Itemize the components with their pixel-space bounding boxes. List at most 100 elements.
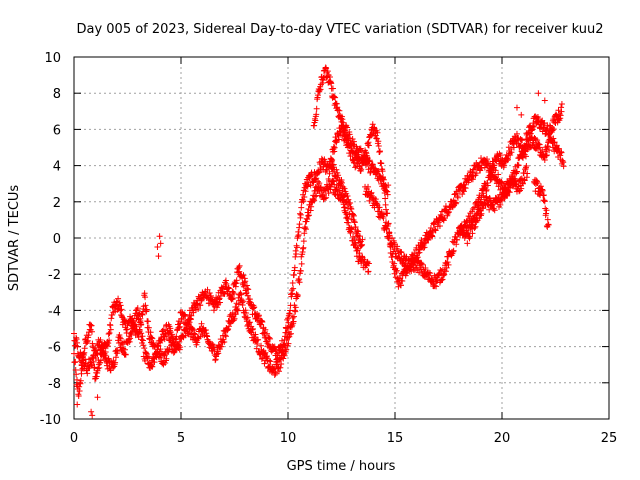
data-point-marker: [543, 207, 550, 214]
data-point-marker: [399, 277, 406, 284]
data-point-marker: [425, 269, 432, 276]
y-tick-label: -2: [48, 268, 61, 283]
data-point-marker: [298, 253, 305, 260]
data-point-marker: [301, 194, 308, 201]
data-point-marker: [77, 377, 84, 384]
data-point-marker: [513, 130, 520, 137]
data-point-marker: [553, 142, 560, 149]
data-point-marker: [94, 365, 101, 372]
data-point-marker: [558, 108, 565, 115]
data-point-marker: [484, 182, 491, 189]
data-point-marker: [143, 306, 150, 313]
data-point-marker: [560, 163, 567, 170]
data-point-marker: [501, 162, 508, 169]
data-point-marker: [244, 323, 251, 330]
data-point-marker: [442, 268, 449, 275]
data-point-marker: [178, 315, 185, 322]
data-point-marker: [491, 207, 498, 214]
data-point-marker: [427, 270, 434, 277]
data-point-marker: [264, 330, 271, 337]
data-point-marker: [246, 319, 253, 326]
data-point-marker: [313, 105, 320, 112]
data-point-marker: [261, 329, 268, 336]
data-point-marker: [349, 135, 356, 142]
data-point-marker: [245, 286, 252, 293]
data-point-marker: [93, 350, 100, 357]
data-point-marker: [145, 324, 152, 331]
data-point-marker: [473, 170, 480, 177]
data-point-marker: [266, 334, 273, 341]
data-point-marker: [521, 177, 528, 184]
data-point-marker: [305, 212, 312, 219]
data-point-marker: [298, 204, 305, 211]
data-point-marker: [398, 249, 405, 256]
data-point-marker: [185, 330, 192, 337]
data-point-marker: [510, 144, 517, 151]
x-axis-label: GPS time / hours: [287, 459, 396, 474]
data-point-marker: [122, 351, 129, 358]
data-point-marker: [285, 334, 291, 341]
data-point-marker: [344, 192, 351, 199]
data-point-marker: [383, 225, 390, 232]
data-point-marker: [300, 198, 307, 205]
data-point-marker: [287, 330, 294, 337]
data-point-marker: [84, 370, 91, 377]
data-point-marker: [191, 330, 198, 337]
data-point-marker: [329, 85, 336, 92]
data-point-marker: [195, 305, 202, 312]
data-point-marker: [225, 285, 232, 292]
data-point-marker: [462, 185, 469, 192]
data-point-marker: [504, 188, 511, 195]
data-point-marker: [161, 352, 168, 359]
data-point-marker: [528, 133, 535, 140]
y-tick-label: 2: [53, 196, 61, 211]
y-tick-label: 8: [53, 87, 61, 102]
data-point-marker: [492, 167, 499, 174]
data-point-marker: [117, 307, 124, 314]
data-point-marker: [515, 162, 522, 169]
data-point-marker: [140, 342, 147, 349]
data-point-marker: [186, 319, 193, 326]
data-point-marker: [297, 211, 304, 218]
data-point-marker: [272, 346, 279, 353]
data-point-marker: [421, 244, 428, 251]
data-point-marker: [558, 101, 565, 108]
data-point-marker: [292, 253, 299, 260]
data-point-marker: [297, 267, 304, 274]
data-point-marker: [89, 412, 96, 419]
data-point-marker: [439, 276, 446, 283]
data-point-marker: [311, 193, 318, 200]
data-point-marker: [77, 358, 84, 365]
data-point-marker: [316, 180, 323, 187]
data-point-marker: [177, 320, 184, 327]
data-point-marker: [543, 152, 550, 159]
data-point-marker: [210, 307, 217, 314]
data-point-marker: [243, 289, 250, 296]
data-point-marker: [358, 166, 365, 173]
data-point-marker: [497, 152, 504, 159]
data-point-marker: [501, 195, 508, 202]
data-point-marker: [469, 176, 476, 183]
data-point-marker: [359, 148, 366, 155]
data-point-marker: [487, 195, 494, 202]
data-point-marker: [353, 233, 360, 240]
data-point-marker: [295, 231, 302, 238]
data-point-marker: [73, 376, 80, 383]
data-point-marker: [142, 302, 149, 309]
data-point-marker: [134, 305, 141, 312]
data-point-marker: [557, 112, 564, 119]
data-point-marker: [145, 353, 152, 360]
data-point-marker: [384, 210, 391, 217]
data-point-marker: [308, 172, 315, 179]
data-point-marker: [355, 228, 362, 235]
data-point-marker: [331, 93, 338, 100]
data-point-marker: [352, 224, 359, 231]
data-point-marker: [249, 325, 256, 332]
data-point-marker: [90, 344, 97, 351]
data-point-marker: [244, 285, 251, 292]
data-point-marker: [545, 221, 552, 228]
data-point-marker: [228, 294, 235, 301]
data-point-marker: [338, 179, 345, 186]
data-point-marker: [469, 206, 476, 213]
data-point-marker: [142, 294, 149, 301]
